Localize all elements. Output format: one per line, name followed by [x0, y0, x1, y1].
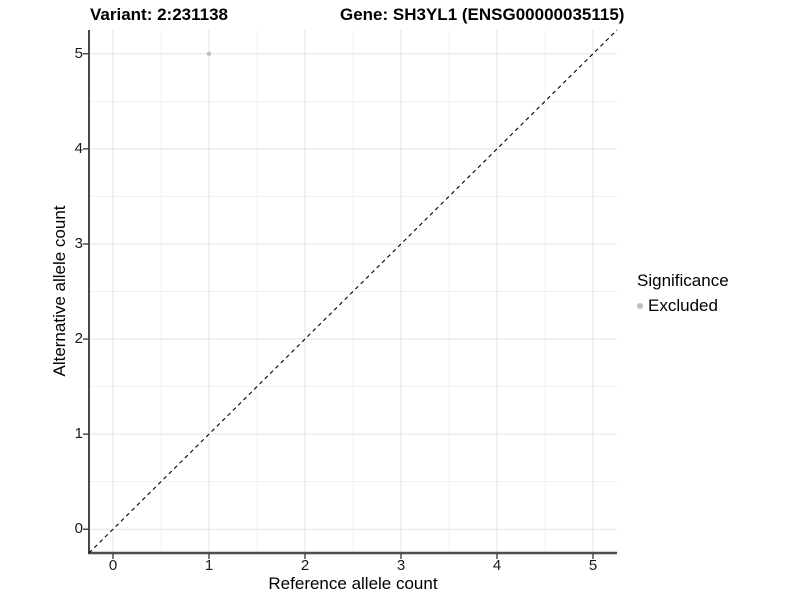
y-tick-label: 3: [74, 234, 83, 252]
legend-marker-circle-icon: [637, 303, 643, 309]
data-point: [206, 51, 212, 56]
y-tick-label: 2: [74, 330, 83, 348]
variant-title: Variant: 2:231138: [90, 5, 228, 24]
x-tick-label: 0: [108, 557, 118, 574]
legend-title: Significance: [637, 271, 729, 290]
x-tick-label: 5: [588, 557, 598, 574]
y-tick-label: 4: [74, 139, 83, 157]
x-tick-label: 4: [492, 557, 502, 574]
x-tick-label: 3: [396, 557, 406, 574]
gene-title: Gene: SH3YL1 (ENSG00000035115): [340, 5, 625, 24]
y-tick-label: 0: [74, 520, 83, 538]
legend: Significance Excluded: [637, 271, 729, 316]
x-tick-label: 2: [300, 557, 310, 574]
identity-dashed-line: [88, 29, 618, 554]
x-axis-title: Reference allele count: [268, 574, 438, 593]
y-tick-label: 5: [74, 44, 83, 62]
legend-item: Excluded: [637, 296, 729, 316]
y-tick-label: 1: [74, 425, 83, 443]
legend-item-label: Excluded: [648, 296, 718, 315]
x-tick-label: 1: [204, 557, 214, 574]
y-axis-title: Alternative allele count: [50, 205, 69, 377]
